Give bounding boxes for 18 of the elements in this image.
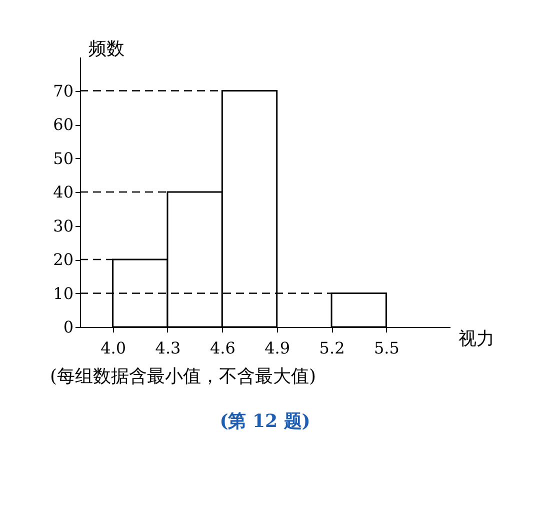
y-tick-label: 20: [53, 250, 74, 269]
x-tick-label: 4.6: [210, 338, 236, 358]
text: (第 12 题): [220, 411, 310, 432]
x-tick-label: 4.3: [155, 338, 181, 358]
y-tick-label: 40: [53, 182, 74, 202]
y-tick-label: 0: [63, 318, 74, 336]
x-tick-label: 5.2: [319, 338, 345, 358]
y-tick-label: 70: [53, 81, 74, 100]
x-axis-title: 视力: [458, 328, 494, 350]
y-tick-label: 10: [53, 284, 74, 303]
y-tick-label: 50: [53, 148, 74, 168]
y-axis-title: 频数: [88, 38, 124, 60]
x-tick-label: 4.9: [264, 338, 290, 358]
text: (每组数据含最小值，不含最大值): [50, 366, 316, 387]
x-tick-label: 5.5: [374, 338, 400, 358]
x-tick-label: 4.0: [100, 338, 126, 358]
y-tick-label: 30: [53, 216, 74, 236]
y-tick-label: 60: [53, 115, 74, 134]
